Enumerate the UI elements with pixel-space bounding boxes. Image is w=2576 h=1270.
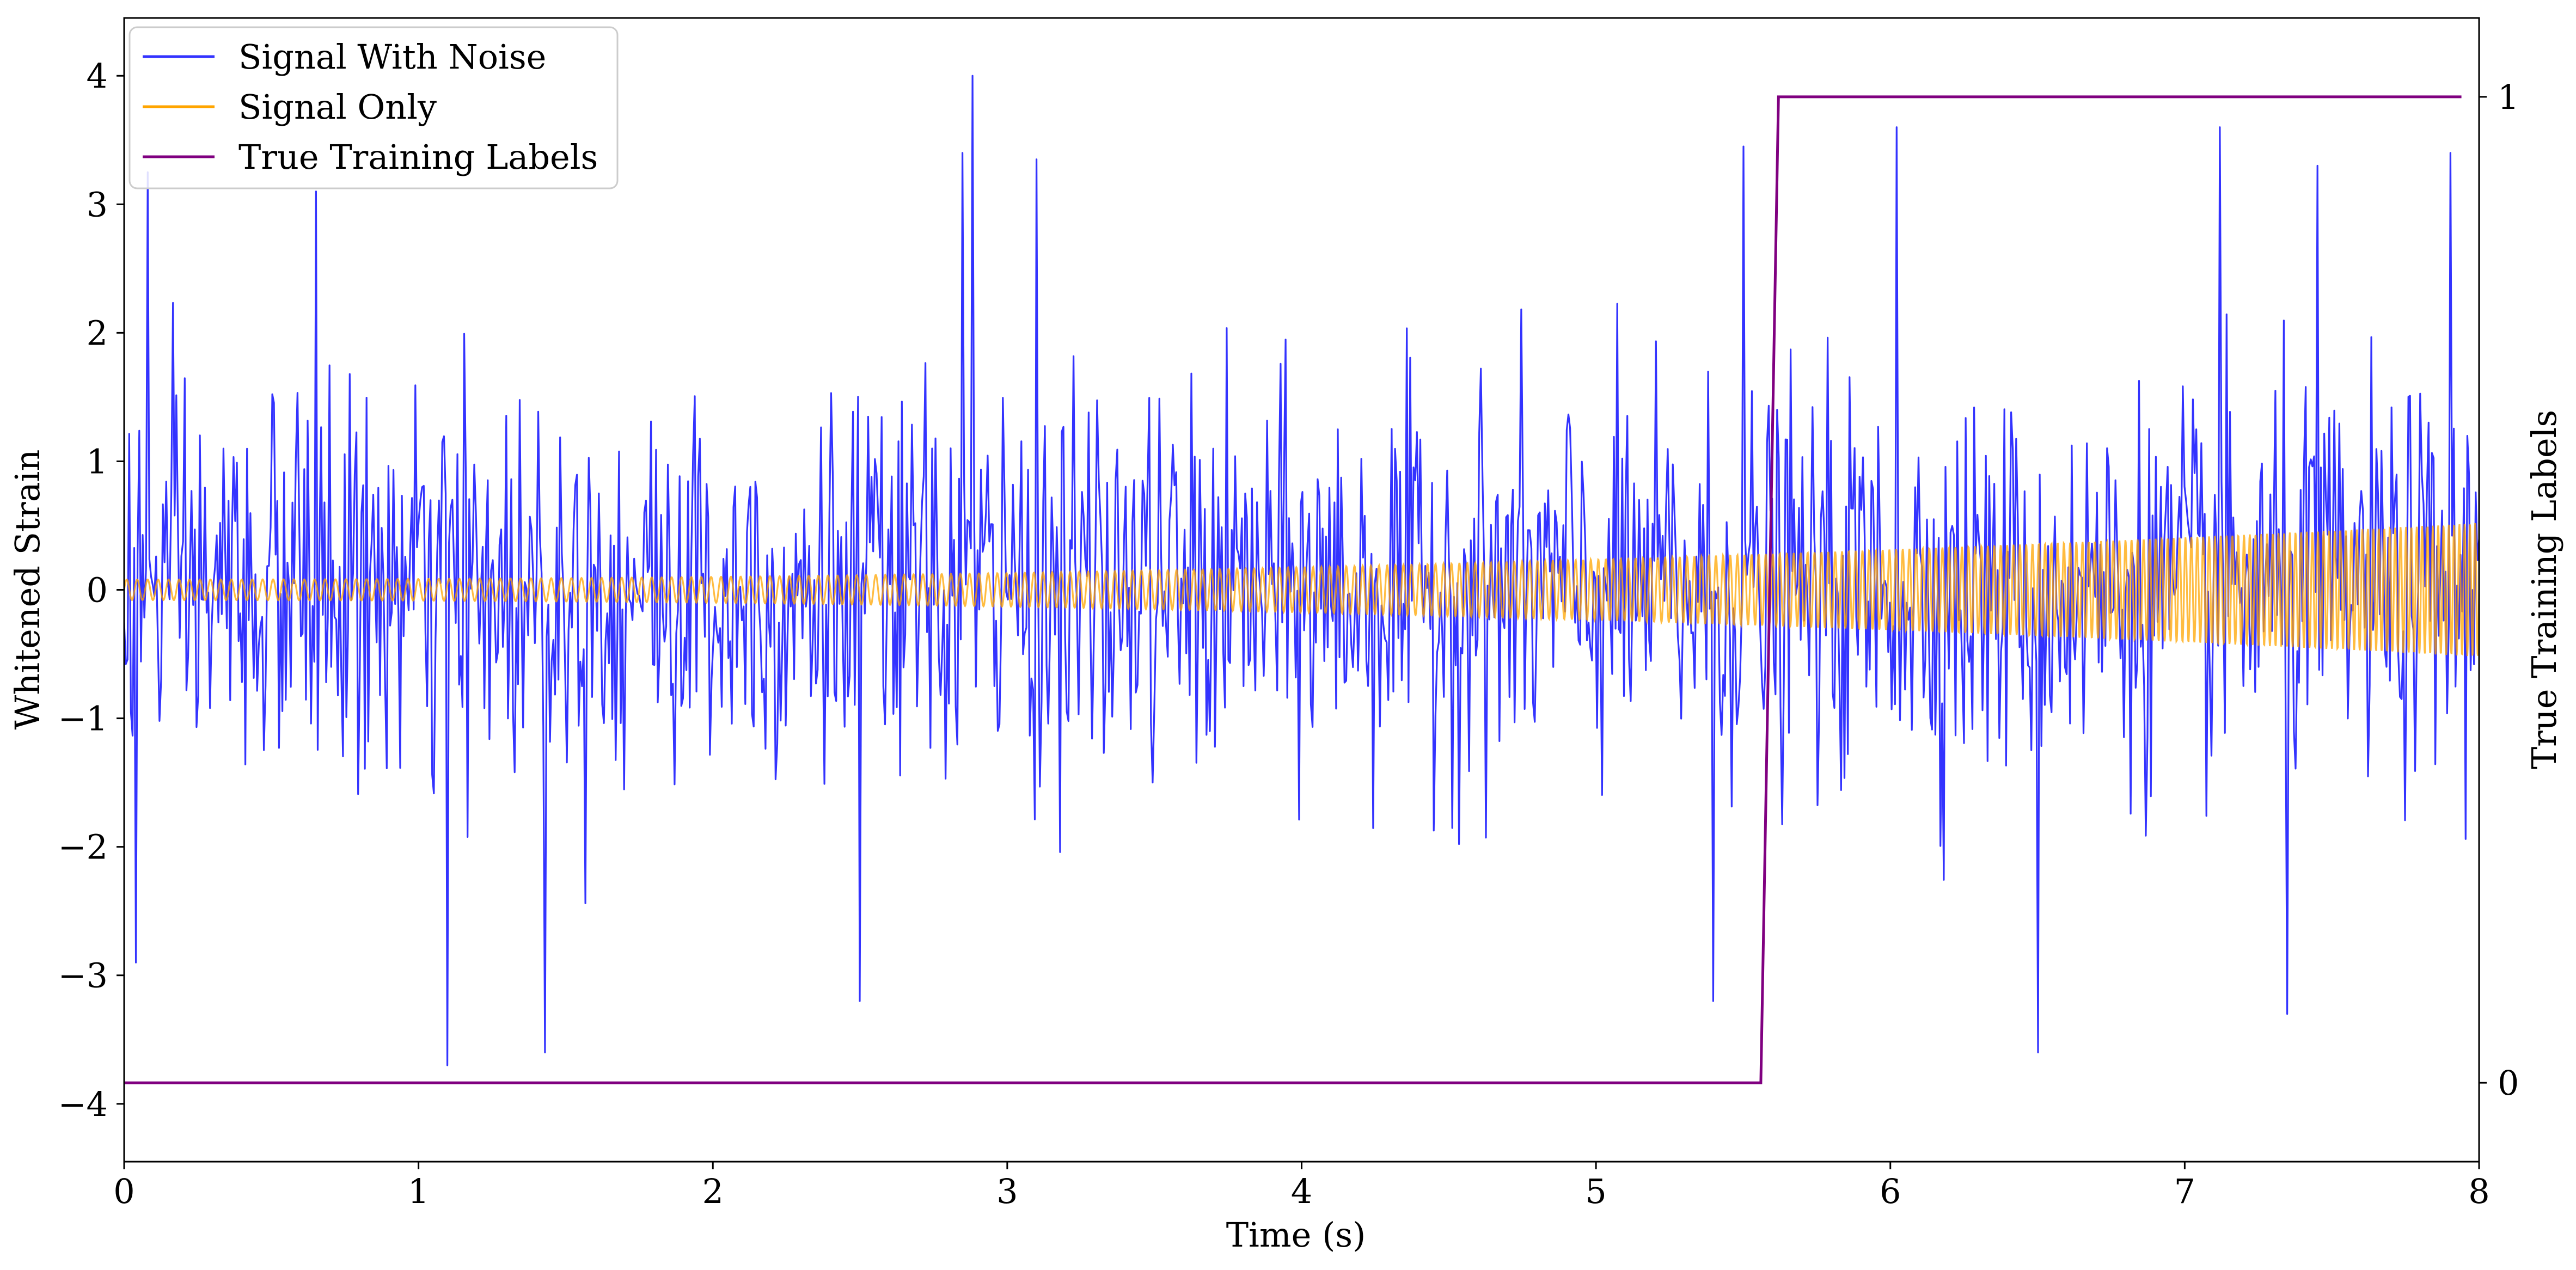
y-tick-label: 0 [87,570,108,610]
y-axis-label: Whitened Strain [8,450,47,730]
y-tick-label: −4 [58,1084,108,1124]
ticks-layer: 0 1 2 3 4 5 6 7 8 −4 −3 −2 −1 0 1 2 3 4 0 1 [58,56,2519,1211]
x-axis-label: Time (s) [1226,1215,1366,1255]
x-tick-label: 8 [2468,1171,2489,1211]
x-tick-label: 3 [996,1171,1018,1211]
y-right-tick-label: 0 [2498,1063,2519,1103]
series-signal-only [124,523,2479,657]
y-tick-label: −2 [58,827,108,867]
series-layer [124,75,2479,1084]
series-signal-with-noise [124,75,2479,1066]
y-tick-label: 4 [87,56,108,96]
x-tick-label: 5 [1585,1171,1606,1211]
x-tick-label: 0 [113,1171,134,1211]
y-tick-label: −3 [58,956,108,996]
legend-label-signal-with-noise: Signal With Noise [238,37,546,77]
legend-label-true-training-labels: True Training Labels [238,137,598,177]
legend: Signal With Noise Signal Only True Train… [129,26,619,189]
y-axis-right-label: True Training Labels [2524,410,2564,769]
legend-box [129,26,619,189]
legend-label-signal-only: Signal Only [238,87,437,127]
y-tick-label: 3 [87,185,108,224]
x-tick-label: 1 [408,1171,429,1211]
x-tick-label: 2 [702,1171,724,1211]
y-tick-label: −1 [58,699,108,739]
series-true-training-labels [124,95,2462,1084]
y-tick-label: 2 [87,313,108,353]
x-tick-label: 6 [1880,1171,1901,1211]
y-tick-label: 1 [87,441,108,481]
x-tick-label: 4 [1291,1171,1312,1211]
y-right-tick-label: 1 [2498,77,2519,117]
x-tick-label: 7 [2174,1171,2195,1211]
